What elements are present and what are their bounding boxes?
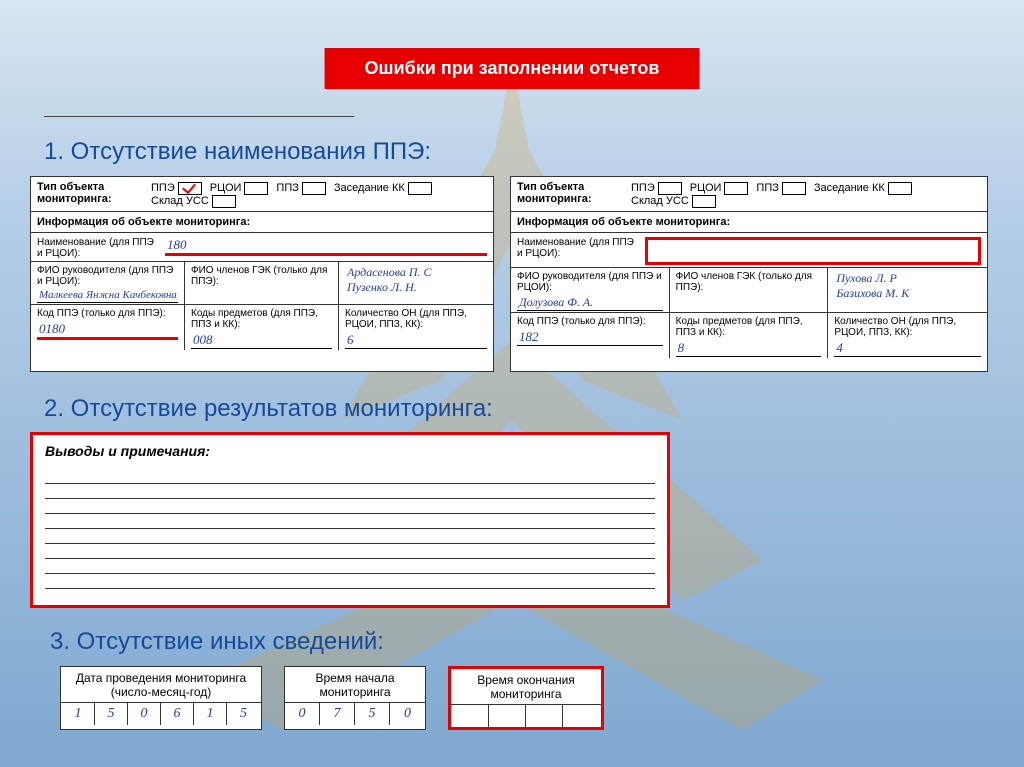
heading-2: 2. Отсутствие результатов мониторинга:: [44, 395, 493, 423]
label-kod-ppe: Код ППЭ (только для ППЭ):: [37, 308, 178, 319]
conclusion-line[interactable]: [45, 559, 655, 574]
opt-kk: Заседание КК: [334, 182, 405, 194]
date-title: Дата проведения мониторинга (число-месяц…: [61, 667, 261, 703]
digit-cell[interactable]: 6: [161, 703, 194, 725]
field-kody-pred-left[interactable]: 008: [191, 332, 332, 349]
conclusion-line[interactable]: [45, 484, 655, 499]
label-fio-gek: ФИО членов ГЭК (только для ППЭ):: [191, 265, 332, 287]
conclusion-line[interactable]: [45, 469, 655, 484]
digit-cell[interactable]: [489, 705, 526, 727]
banner-title: Ошибки при заполнении отчетов: [325, 48, 700, 89]
checkbox-rcoi[interactable]: [244, 182, 268, 195]
digit-cell[interactable]: 7: [320, 703, 355, 725]
conclusion-line[interactable]: [45, 499, 655, 514]
form-left: Тип объекта мониторинга: ППЭ РЦОИ ППЗ За…: [30, 176, 494, 372]
field-fio-gek-right[interactable]: Пухова Л. Р Базихова М. К: [834, 271, 981, 301]
form-right: Тип объекта мониторинга: ППЭ РЦОИ ППЗ За…: [510, 176, 988, 372]
conclusion-line[interactable]: [45, 529, 655, 544]
checkbox-kk-r[interactable]: [888, 182, 912, 195]
checkbox-kk[interactable]: [408, 182, 432, 195]
box-date: Дата проведения мониторинга (число-месяц…: [60, 666, 262, 730]
opt-ppz: ППЗ: [276, 182, 298, 194]
checkbox-uss[interactable]: [212, 195, 236, 208]
digit-cell[interactable]: 5: [227, 703, 260, 725]
opt-uss: Склад УСС: [151, 195, 209, 207]
field-fio-gek-left[interactable]: Ардасенова П. С Пузенко Л. Н.: [345, 265, 487, 295]
field-kvo-right[interactable]: 4: [834, 340, 981, 357]
conclusions-title: Выводы и примечания:: [45, 443, 655, 459]
heading-1: 1. Отсутствие наименования ППЭ:: [44, 138, 431, 166]
field-kod-ppe-right[interactable]: 182: [517, 329, 663, 346]
digit-cell[interactable]: 0: [128, 703, 161, 725]
conclusions-box: Выводы и примечания:: [30, 432, 670, 608]
checkbox-ppe[interactable]: [178, 182, 202, 195]
checkbox-uss-r[interactable]: [692, 195, 716, 208]
checkbox-ppz-r[interactable]: [782, 182, 806, 195]
digit-cell[interactable]: 1: [62, 703, 95, 725]
field-naming-right[interactable]: [645, 237, 981, 265]
type-label: Тип объекта мониторинга:: [37, 181, 147, 205]
digit-cell[interactable]: [526, 705, 563, 727]
label-naming: Наименование (для ППЭ и РЦОИ):: [37, 237, 157, 259]
opt-rcoi: РЦОИ: [210, 182, 242, 194]
field-fio-ruk-left[interactable]: Малкеева Янжна Качбековна: [37, 289, 178, 303]
conclusion-line[interactable]: [45, 514, 655, 529]
end-title: Время окончания мониторинга: [451, 669, 601, 705]
digit-cell[interactable]: [452, 705, 489, 727]
digit-cell[interactable]: 5: [95, 703, 128, 725]
heading-3: 3. Отсутствие иных сведений:: [50, 628, 384, 656]
digit-cell[interactable]: 0: [285, 703, 320, 725]
bottom-row: Дата проведения мониторинга (число-месяц…: [60, 666, 604, 730]
label-fio-ruk: ФИО руководителя (для ППЭ и РЦОИ):: [37, 265, 178, 287]
start-title: Время начала мониторинга: [285, 667, 425, 703]
digit-cell[interactable]: [563, 705, 600, 727]
checkbox-ppe-r[interactable]: [658, 182, 682, 195]
opt-ppe: ППЭ: [151, 182, 175, 194]
divider: [44, 116, 354, 117]
checkbox-ppz[interactable]: [302, 182, 326, 195]
field-kod-ppe-left[interactable]: 0180: [37, 321, 178, 340]
box-start: Время начала мониторинга 0750: [284, 666, 426, 730]
conclusion-line[interactable]: [45, 544, 655, 559]
field-kvo-left[interactable]: 6: [345, 332, 487, 349]
checkbox-rcoi-r[interactable]: [724, 182, 748, 195]
field-naming-left[interactable]: 180: [165, 237, 487, 256]
field-fio-ruk-right[interactable]: Долузова Ф. А.: [517, 295, 663, 311]
label-kvo: Количество ОН (для ППЭ, РЦОИ, ППЗ, КК):: [345, 308, 487, 330]
digit-cell[interactable]: 1: [194, 703, 227, 725]
box-end: Время окончания мониторинга: [448, 666, 604, 730]
label-kody-pred: Коды предметов (для ППЭ, ППЗ и КК):: [191, 308, 332, 330]
field-kody-pred-right[interactable]: 8: [676, 340, 822, 357]
conclusion-line[interactable]: [45, 574, 655, 589]
digit-cell[interactable]: 0: [390, 703, 425, 725]
info-title: Информация об объекте мониторинга:: [31, 212, 493, 233]
digit-cell[interactable]: 5: [355, 703, 390, 725]
